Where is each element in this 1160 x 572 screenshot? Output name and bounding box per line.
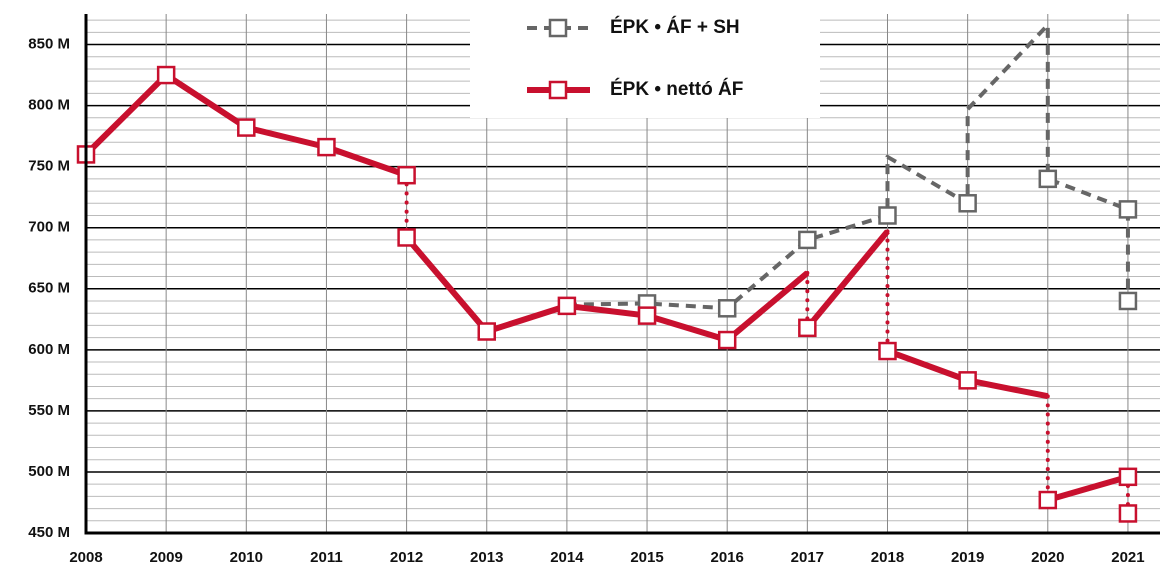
marker [878,206,897,225]
series-line [404,235,810,344]
legend-label: ÉPK • ÁF + SH [610,16,740,38]
series-line [1046,473,1129,503]
y-tick-label: 600 M [28,341,70,358]
x-tick-label: 2017 [791,549,824,566]
marker [1038,169,1058,189]
y-tick-label: 450 M [28,524,70,541]
legend-label: ÉPK • nettó ÁF [610,78,743,100]
marker [798,318,817,338]
y-tick-label: 850 M [28,35,70,52]
marker [1038,490,1058,510]
marker [958,194,977,213]
marker [1118,200,1138,219]
marker [548,18,568,38]
x-tick-label: 2015 [630,549,663,566]
x-tick-label: 2010 [230,549,263,566]
y-tick-label: 500 M [28,463,70,480]
x-tick-label: 2009 [149,549,182,566]
y-tick-label: 650 M [28,280,70,297]
marker [548,80,568,100]
marker [878,341,897,361]
series-line [805,229,890,330]
marker [477,322,496,341]
marker [397,165,416,185]
x-tick-label: 2019 [951,549,984,566]
x-tick-label: 2012 [390,549,423,566]
x-tick-label: 2016 [711,549,744,566]
marker [717,299,737,318]
x-tick-label: 2018 [871,549,904,566]
x-tick-label: 2021 [1111,549,1144,566]
marker [1118,504,1138,523]
marker [1118,467,1138,487]
y-tick-label: 700 M [28,219,70,236]
marker [397,228,416,247]
marker [317,137,336,157]
marker [237,118,256,137]
y-tick-label: 550 M [28,402,70,419]
marker [958,371,977,390]
x-tick-label: 2020 [1031,549,1064,566]
x-tick-label: 2008 [69,549,102,566]
y-tick-label: 800 M [28,97,70,114]
marker [798,230,817,250]
legend-box [470,0,820,118]
marker [557,296,577,316]
marker [1118,291,1138,311]
x-tick-label: 2014 [550,549,584,566]
marker [717,330,737,350]
marker [637,306,657,325]
marker [156,65,176,85]
x-tick-label: 2013 [470,549,503,566]
x-tick-label: 2011 [310,549,343,566]
y-tick-label: 750 M [28,158,70,175]
